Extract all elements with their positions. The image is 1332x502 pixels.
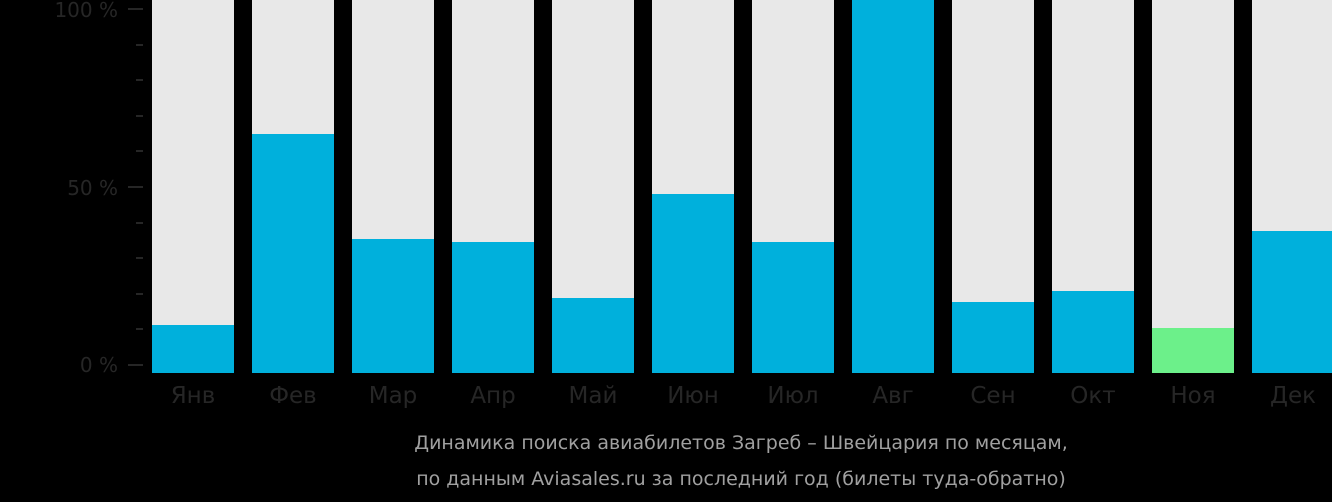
chart-caption-line2: по данным Aviasales.ru за последний год …: [416, 468, 1066, 490]
bar-5: [552, 0, 634, 373]
minor-tick: [136, 292, 143, 295]
chart-caption-line1: Динамика поиска авиабилетов Загреб – Шве…: [414, 432, 1068, 454]
x-label: Ноя: [1170, 383, 1216, 409]
minor-tick: [136, 257, 143, 260]
major-tick: [128, 364, 143, 366]
minor-tick: [136, 79, 143, 82]
bar-fill: [252, 134, 334, 373]
x-label: Сен: [970, 383, 1016, 409]
bar-6: [652, 0, 734, 373]
y-label-50: 50 %: [67, 176, 118, 200]
bar-4: [452, 0, 534, 373]
bar-fill: [752, 242, 834, 373]
x-label: Окт: [1070, 383, 1116, 409]
x-label: Апр: [470, 383, 516, 409]
bar-fill: [652, 193, 734, 373]
bar-fill: [1152, 328, 1234, 373]
y-label-100: 100 %: [54, 0, 118, 22]
x-label: Авг: [872, 383, 914, 409]
x-label: Мар: [368, 383, 418, 409]
minor-tick: [136, 43, 143, 46]
bar-7: [752, 0, 834, 373]
x-label: Янв: [170, 383, 216, 409]
bar-1: [152, 0, 234, 373]
bar-fill: [352, 238, 434, 373]
bar-8: [852, 0, 934, 373]
bar-3: [352, 0, 434, 373]
x-label: Май: [568, 383, 618, 409]
y-label-0: 0 %: [79, 353, 118, 377]
x-label: Дек: [1269, 383, 1316, 409]
bar-fill: [452, 242, 534, 373]
bar-fill: [852, 0, 934, 373]
x-label: Фев: [269, 383, 317, 409]
bar-fill: [952, 302, 1034, 373]
minor-tick: [136, 150, 143, 153]
bar-fill: [1052, 290, 1134, 373]
minor-tick: [136, 221, 143, 224]
minor-tick: [136, 114, 143, 117]
x-label: Июн: [667, 383, 719, 409]
bar-fill: [152, 324, 234, 373]
bar-9: [952, 0, 1034, 373]
x-label: Июл: [767, 383, 819, 409]
bar-12: [1252, 0, 1332, 373]
major-tick: [128, 186, 143, 188]
bar-fill: [552, 298, 634, 373]
major-tick: [128, 8, 143, 10]
minor-tick: [136, 328, 143, 331]
bar-10: [1052, 0, 1134, 373]
bar-fill: [1252, 231, 1332, 373]
bar-2: [252, 0, 334, 373]
bar-11: [1152, 0, 1234, 373]
